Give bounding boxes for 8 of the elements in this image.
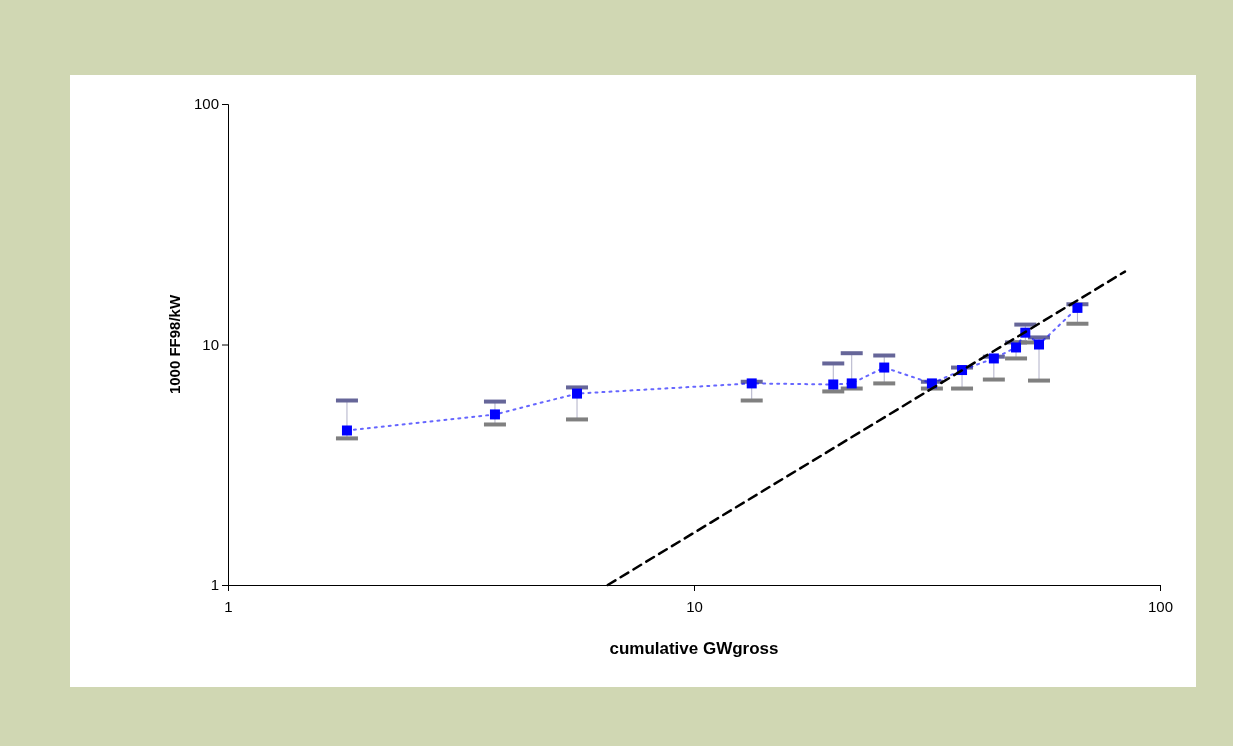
y-axis-title: 1000 FF98/kW — [166, 294, 183, 395]
x-axis-title: cumulative GWgross — [609, 639, 779, 658]
y-tick-label: 1 — [210, 576, 219, 594]
y-tick-label: 10 — [202, 335, 219, 353]
x-tick-label: 10 — [686, 598, 703, 615]
x-tick-label: 1 — [224, 598, 233, 615]
y-tick-label: 100 — [193, 95, 219, 113]
x-tick-label: 100 — [1147, 598, 1174, 615]
